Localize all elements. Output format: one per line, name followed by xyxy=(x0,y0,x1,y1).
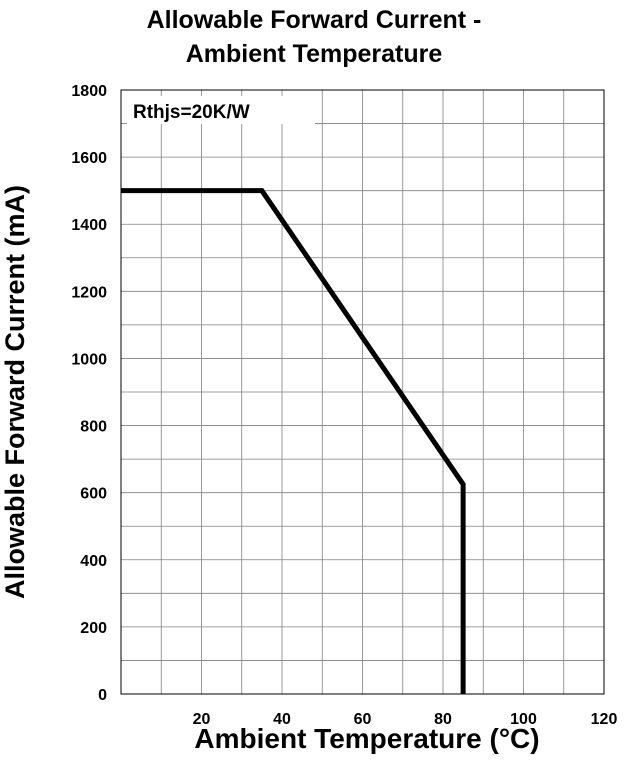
x-tick-label: 100 xyxy=(510,711,537,728)
y-tick-label: 1600 xyxy=(71,150,107,167)
y-tick-label: 1200 xyxy=(71,284,107,301)
y-tick-label: 1400 xyxy=(71,217,107,234)
y-tick-label: 0 xyxy=(98,687,107,704)
chart-title-line-1: Allowable Forward Current - xyxy=(146,6,482,34)
x-tick-label: 120 xyxy=(591,711,618,728)
x-tick-label: 80 xyxy=(434,711,452,728)
annotation-rthjs: Rthjs=20K/W xyxy=(133,102,250,123)
grid-lines xyxy=(121,90,604,694)
series-line xyxy=(121,188,466,694)
y-axis-label: Allowable Forward Current (mA) xyxy=(0,184,30,600)
x-tick-label: 40 xyxy=(273,711,291,728)
y-tick-label: 800 xyxy=(80,419,107,436)
x-tick-label: 60 xyxy=(354,711,372,728)
series-group xyxy=(121,188,466,694)
y-tick-label: 600 xyxy=(80,486,107,503)
chart-title-line-2: Ambient Temperature xyxy=(185,40,443,68)
x-tick-label: 20 xyxy=(193,711,211,728)
annotation-background xyxy=(127,96,315,124)
tick-labels: 20 40 60 80 100 12002004006008001000120014001… xyxy=(71,83,617,728)
y-tick-label: 200 xyxy=(80,620,107,637)
plot-frame xyxy=(120,89,605,695)
y-tick-label: 400 xyxy=(80,553,107,570)
x-axis-label: Ambient Temperature (°C) xyxy=(194,723,540,754)
y-tick-label: 1800 xyxy=(71,83,107,100)
y-tick-label: 1000 xyxy=(71,351,107,368)
